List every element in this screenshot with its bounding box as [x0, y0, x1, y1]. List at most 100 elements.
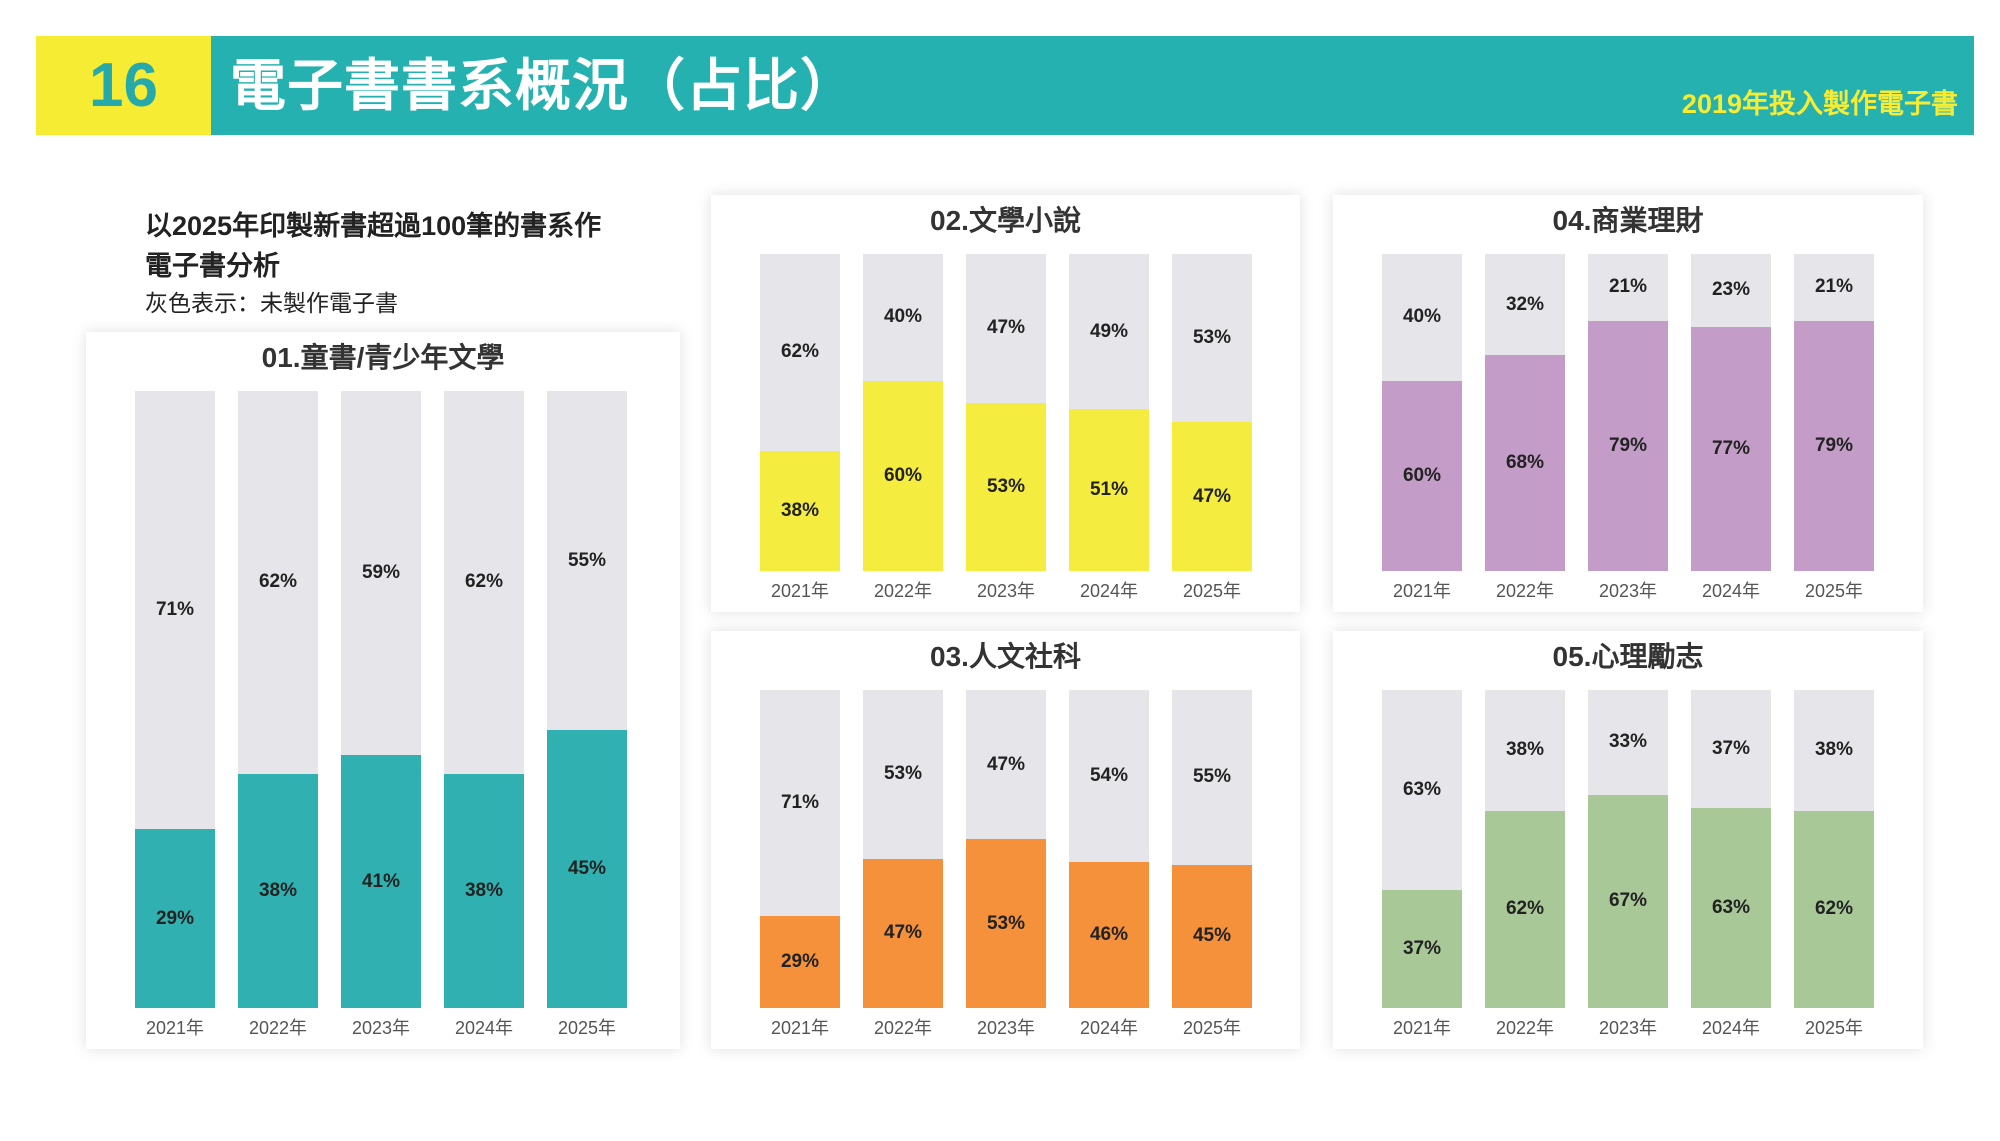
stacked-bar: 47% 53%: [966, 254, 1046, 571]
x-tick-label: 2024年: [1701, 1018, 1761, 1038]
bar-segment-ebook: [863, 380, 943, 571]
bar-segment-ebook: [1069, 409, 1149, 571]
data-label-ebook: 63%: [1711, 896, 1751, 918]
stacked-bar: 32% 68%: [1485, 254, 1565, 571]
x-tick-label: 2021年: [1392, 1018, 1452, 1038]
data-label-ebook: 67%: [1608, 890, 1648, 912]
data-label-ebook: 53%: [986, 475, 1026, 497]
stacked-bar: 21% 79%: [1794, 254, 1874, 571]
data-label-grey: 53%: [1192, 327, 1232, 348]
stacked-bar: 40% 60%: [863, 254, 943, 571]
data-label-grey: 62%: [780, 341, 820, 363]
data-label-ebook: 38%: [258, 879, 298, 901]
data-label-ebook: 77%: [1711, 437, 1751, 459]
data-label-grey: 40%: [883, 306, 923, 328]
data-label-ebook: 62%: [1814, 898, 1854, 920]
chart-title: 04.商業理財: [1552, 205, 1704, 236]
stacked-bar: 63% 37%: [1382, 690, 1462, 1008]
chart-panel-05: 05.心理勵志 63% 37% 2021年 38% 62% 2022年 33% 67% 2023年…: [1333, 631, 1923, 1049]
chart-title: 01.童書/青少年文學: [261, 342, 505, 373]
data-label-grey: 59%: [361, 562, 401, 583]
bar-segment-ebook: [1794, 810, 1874, 1008]
page-title: 電子書書系概況（占比）: [230, 54, 857, 117]
data-label-grey: 38%: [1814, 739, 1854, 761]
data-label-ebook: 29%: [780, 950, 820, 972]
x-tick-label: 2023年: [976, 1018, 1036, 1038]
stacked-bar: 21% 79%: [1588, 254, 1668, 571]
stacked-bar: 53% 47%: [863, 690, 943, 1008]
data-label-grey: 55%: [1192, 766, 1232, 788]
bar-segment-ebook: [966, 403, 1046, 571]
x-tick-label: 2021年: [770, 1018, 830, 1038]
x-tick-label: 2025年: [557, 1018, 617, 1038]
bar-segment-ebook: [760, 915, 840, 1008]
data-label-ebook: 79%: [1608, 434, 1648, 456]
bar-segment-ebook: [1172, 864, 1252, 1008]
data-label-grey: 71%: [155, 599, 195, 621]
bar-segment-ebook: [760, 450, 840, 571]
bar-segment-ebook: [1588, 320, 1668, 571]
data-label-ebook: 29%: [155, 907, 195, 929]
bar-segment-ebook: [1588, 794, 1668, 1008]
data-label-ebook: 60%: [883, 464, 923, 486]
bar-segment-ebook: [1691, 326, 1771, 571]
bar-segment-ebook: [1794, 320, 1874, 571]
chart-title: 02.文學小說: [930, 205, 1081, 236]
data-label-grey: 32%: [1505, 293, 1545, 315]
data-label-ebook: 46%: [1089, 923, 1129, 945]
bar-segment-ebook: [1485, 355, 1565, 571]
stacked-bar: 40% 60%: [1382, 254, 1462, 571]
data-label-grey: 21%: [1814, 276, 1854, 298]
bar-segment-ebook: [135, 829, 215, 1008]
stacked-bar: 38% 62%: [1485, 690, 1565, 1008]
stacked-bar: 55% 45%: [547, 391, 627, 1008]
x-tick-label: 2021年: [1392, 581, 1452, 601]
x-tick-label: 2021年: [770, 581, 830, 601]
data-label-ebook: 37%: [1402, 938, 1442, 960]
x-tick-label: 2022年: [1495, 581, 1555, 601]
stacked-bar: 54% 46%: [1069, 690, 1149, 1008]
data-label-grey: 47%: [986, 753, 1026, 775]
header-banner: 16 電子書書系概況（占比） 2019年投入製作電子書: [36, 36, 1974, 135]
data-label-grey: 53%: [883, 763, 923, 785]
x-tick-label: 2022年: [873, 581, 933, 601]
intro-line-1: 以2025年印製新書超過100筆的書系作: [145, 211, 602, 241]
data-label-ebook: 38%: [464, 879, 504, 901]
data-label-ebook: 38%: [780, 499, 820, 521]
data-label-grey: 71%: [780, 791, 820, 813]
data-label-grey: 33%: [1608, 731, 1648, 753]
data-label-grey: 21%: [1608, 276, 1648, 298]
x-tick-label: 2022年: [873, 1018, 933, 1038]
data-label-grey: 55%: [567, 549, 607, 571]
bar-segment-ebook: [1069, 861, 1149, 1008]
x-tick-label: 2023年: [351, 1018, 411, 1038]
data-label-ebook: 51%: [1089, 479, 1129, 501]
stacked-bar: 59% 41%: [341, 391, 421, 1008]
bar-segment-ebook: [1485, 810, 1565, 1008]
bar-segment-ebook: [1382, 380, 1462, 571]
chart-panel-04: 04.商業理財 40% 60% 2021年 32% 68% 2022年 21% 79% 2023年…: [1333, 195, 1923, 612]
data-label-grey: 54%: [1089, 764, 1129, 786]
data-label-ebook: 62%: [1505, 898, 1545, 920]
data-label-grey: 63%: [1402, 779, 1442, 801]
bar-segment-ebook: [863, 858, 943, 1008]
data-label-grey: 62%: [258, 571, 298, 593]
bar-segment-ebook: [966, 839, 1046, 1008]
data-label-grey: 40%: [1402, 306, 1442, 328]
bar-segment-ebook: [238, 773, 318, 1008]
x-tick-label: 2025年: [1182, 581, 1242, 601]
bar-segment-ebook: [1172, 422, 1252, 571]
page-number: 16: [36, 36, 211, 135]
data-label-ebook: 60%: [1402, 464, 1442, 486]
chart-title: 03.人文社科: [930, 641, 1081, 672]
bar-segment-ebook: [1382, 890, 1462, 1008]
data-label-grey: 62%: [464, 571, 504, 593]
data-label-grey: 38%: [1505, 739, 1545, 761]
bar-segment-ebook: [547, 730, 627, 1008]
data-label-grey: 47%: [986, 317, 1026, 339]
x-tick-label: 2024年: [1079, 581, 1139, 601]
stacked-bar: 47% 53%: [966, 690, 1046, 1008]
data-label-ebook: 79%: [1814, 434, 1854, 456]
x-tick-label: 2025年: [1804, 581, 1864, 601]
x-tick-label: 2024年: [1701, 581, 1761, 601]
